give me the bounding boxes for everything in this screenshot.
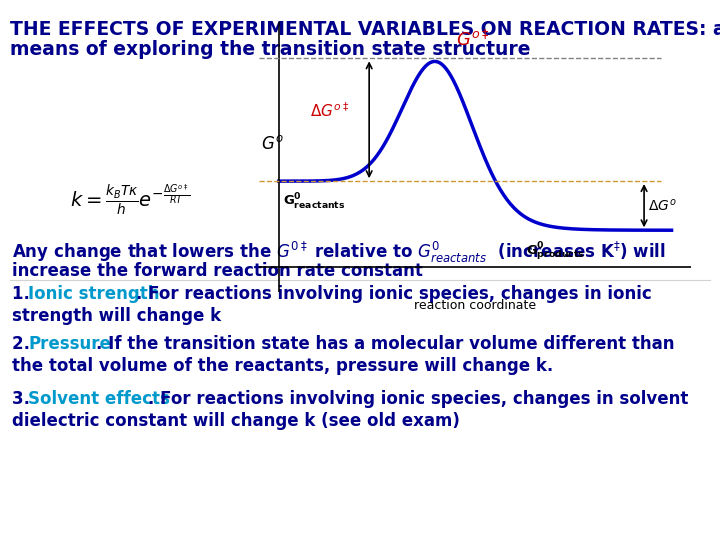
Text: Solvent effects: Solvent effects	[28, 390, 170, 408]
Text: 2.: 2.	[12, 335, 36, 353]
Text: Ionic strength: Ionic strength	[28, 285, 160, 303]
Text: $k = \frac{k_B T \kappa}{h} e^{-\frac{\Delta G^{o\ddagger}}{RT}}$: $k = \frac{k_B T \kappa}{h} e^{-\frac{\D…	[70, 183, 189, 217]
Text: Any change that lowers the $G^{0\ddagger}$ relative to $G^0_{reactants}$  (incre: Any change that lowers the $G^{0\ddagger…	[12, 240, 666, 265]
Text: $\mathbf{G^0_{reactants}}$: $\mathbf{G^0_{reactants}}$	[283, 192, 345, 212]
Text: $\mathbf{G^0_{products}}$: $\mathbf{G^0_{products}}$	[526, 241, 585, 263]
Text: . For reactions involving ionic species, changes in ionic: . For reactions involving ionic species,…	[136, 285, 652, 303]
Text: $\Delta G^o$: $\Delta G^o$	[648, 198, 677, 214]
Text: reaction coordinate: reaction coordinate	[414, 299, 536, 312]
Text: . For reactions involving ionic species, changes in solvent: . For reactions involving ionic species,…	[148, 390, 688, 408]
Text: increase the forward reaction rate constant: increase the forward reaction rate const…	[12, 262, 423, 280]
Text: $G^o$: $G^o$	[261, 136, 284, 153]
Text: the total volume of the reactants, pressure will change k.: the total volume of the reactants, press…	[12, 357, 553, 375]
Text: $\Delta G^{o\ddagger}$: $\Delta G^{o\ddagger}$	[310, 102, 349, 120]
Text: means of exploring the transition state structure: means of exploring the transition state …	[10, 40, 531, 59]
Text: $G^{o\ddagger}$: $G^{o\ddagger}$	[456, 30, 489, 50]
Text: dielectric constant will change k (see old exam): dielectric constant will change k (see o…	[12, 412, 460, 430]
Text: 3.: 3.	[12, 390, 36, 408]
Text: 1.: 1.	[12, 285, 35, 303]
Text: strength will change k: strength will change k	[12, 307, 221, 325]
Text: Pressure: Pressure	[28, 335, 111, 353]
Text: . If the transition state has a molecular volume different than: . If the transition state has a molecula…	[96, 335, 675, 353]
Text: THE EFFECTS OF EXPERIMENTAL VARIABLES ON REACTION RATES: a: THE EFFECTS OF EXPERIMENTAL VARIABLES ON…	[10, 20, 720, 39]
